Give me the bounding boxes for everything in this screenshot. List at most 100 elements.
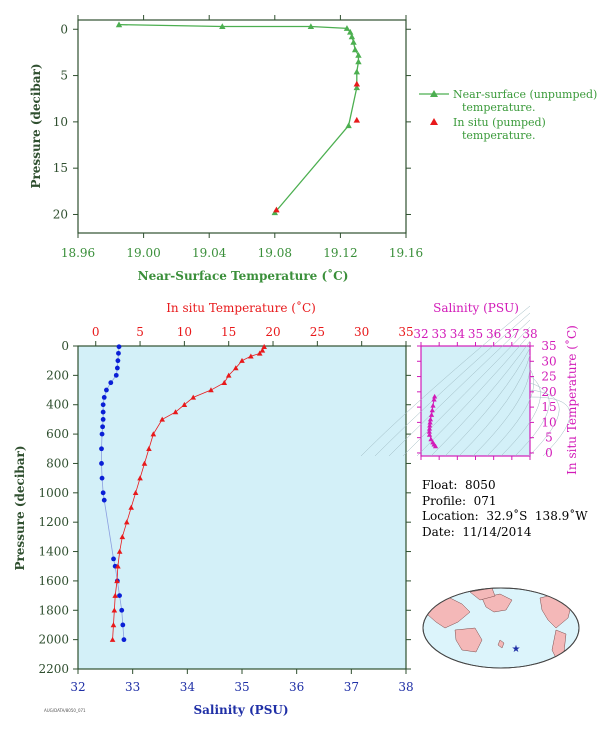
legend-in-situ-label: In situ (pumped) — [453, 116, 546, 129]
legend-marker-in-situ — [430, 118, 438, 125]
salinity-point-4 — [113, 372, 119, 378]
profile-y-axis-label: Pressure (decibar) — [13, 445, 27, 570]
top-x-tick-label-0: 18.96 — [61, 246, 95, 260]
pres-tick-label-10: 2000 — [38, 633, 69, 647]
legend-near-surface-label-2: temperature. — [462, 101, 536, 114]
ts-point-7 — [427, 422, 433, 428]
profile-bottom-axis-label: Salinity (PSU) — [193, 703, 288, 717]
top-plot-frame — [77, 19, 407, 234]
temperature-point-9 — [190, 394, 197, 400]
density-contour-0 — [360, 305, 531, 457]
salinity-point-16 — [100, 490, 106, 496]
top-y-axis-label: Pressure (decibar) — [29, 63, 43, 188]
ts-x-tick-label-3: 35 — [468, 327, 483, 341]
pres-tick-label-8: 1600 — [38, 574, 69, 588]
density-contour-9 — [486, 368, 534, 457]
ts-y-tick-label-3: 15 — [541, 400, 556, 414]
temperature-point-3 — [248, 353, 254, 359]
salinity-point-13 — [99, 446, 104, 452]
profile-plot-frame — [77, 345, 407, 670]
float-info: Float: 8050 Profile: 071 Location: 32.9˚… — [422, 478, 588, 540]
legend-in-situ-label-2: temperature. — [462, 129, 536, 142]
pres-tick-label-11: 2200 — [38, 662, 69, 676]
salinity-point-12 — [99, 431, 105, 437]
temperature-point-14 — [146, 445, 152, 452]
location-map: ★ — [422, 587, 580, 669]
legend-marker-near-surface — [430, 90, 438, 97]
ts-point-4 — [428, 412, 435, 417]
salinity-point-14 — [99, 461, 104, 466]
pres-tick-label-7: 1400 — [38, 545, 69, 559]
density-contour-2 — [388, 319, 531, 457]
ts-x-tick-label-5: 37 — [504, 327, 519, 341]
top-x-tick-label-5: 19.16 — [389, 246, 423, 260]
ts-y-tick-label-1: 5 — [545, 431, 553, 445]
temperature-point-10 — [181, 401, 188, 407]
ts-point-5 — [427, 416, 434, 422]
density-contour-7 — [458, 354, 531, 457]
ts-top-axis-label: Salinity (PSU) — [433, 301, 519, 315]
float-location-marker: ★ — [512, 644, 521, 655]
salinity-point-6 — [104, 387, 109, 393]
sal-tick-label-4: 36 — [289, 680, 304, 694]
salinity-point-3 — [114, 365, 120, 371]
map-border — [422, 587, 580, 669]
ts-point-11 — [428, 436, 434, 442]
in-situ-point-2 — [273, 206, 280, 213]
temperature-point-17 — [132, 490, 139, 496]
sal-tick-label-3: 35 — [234, 680, 249, 694]
in-situ-point-0 — [353, 80, 360, 87]
temperature-point-11 — [172, 409, 179, 415]
top-y-tick-label-2: 10 — [53, 115, 68, 129]
sal-tick-label-2: 34 — [180, 680, 196, 694]
temp-tick-label-0: 0 — [92, 325, 100, 339]
density-contour-6 — [444, 347, 531, 457]
near-surface-point-11 — [353, 84, 360, 91]
density-contour-13 — [529, 396, 571, 457]
temperature-point-15 — [141, 460, 148, 466]
temperature-point-23 — [114, 578, 120, 584]
pres-tick-label-3: 600 — [46, 427, 69, 441]
near-surface-point-1 — [219, 23, 226, 30]
ts-point-6 — [427, 419, 433, 425]
near-surface-point-4 — [347, 28, 354, 35]
near-surface-point-7 — [351, 46, 359, 53]
ts-point-2 — [430, 402, 436, 408]
ts-plot-frame — [420, 345, 531, 457]
temp-tick-label-6: 30 — [354, 325, 369, 339]
density-contour-4 — [416, 333, 531, 457]
temperature-point-25 — [111, 607, 118, 613]
sal-tick-label-6: 38 — [398, 680, 413, 694]
temperature-point-6 — [225, 372, 232, 378]
profile-number: Profile: 071 — [422, 493, 497, 508]
salinity-point-8 — [100, 402, 106, 408]
top-legend: Near-surface (unpumped) temperature. In … — [419, 88, 597, 142]
ts-point-8 — [426, 425, 433, 431]
density-contour-5 — [430, 340, 531, 457]
density-contour-1 — [374, 312, 531, 457]
ts-point-10 — [426, 432, 433, 437]
top-x-axis-label: Near-Surface Temperature (˚C) — [138, 268, 349, 283]
density-contour-11 — [514, 382, 550, 457]
pres-tick-label-4: 800 — [46, 456, 69, 470]
temperature-point-22 — [115, 563, 121, 569]
pres-tick-label-2: 400 — [46, 398, 69, 412]
salinity-point-18 — [111, 556, 116, 562]
ts-y-tick-label-2: 10 — [541, 415, 556, 429]
in-situ-point-1 — [353, 116, 360, 123]
ts-x-tick-label-6: 38 — [522, 327, 537, 341]
temperature-point-8 — [208, 387, 214, 393]
temp-tick-label-3: 15 — [221, 325, 236, 339]
temp-tick-label-4: 20 — [265, 325, 280, 339]
temperature-point-13 — [150, 431, 157, 437]
ts-x-tick-label-1: 33 — [432, 327, 447, 341]
ts-x-tick-label-4: 36 — [486, 327, 501, 341]
temperature-point-27 — [109, 636, 116, 642]
profile-top-axis-label: In situ Temperature (˚C) — [166, 300, 316, 315]
pres-tick-label-0: 0 — [61, 339, 69, 353]
temperature-point-20 — [119, 534, 126, 540]
temp-tick-label-2: 10 — [177, 325, 192, 339]
near-surface-point-0 — [115, 21, 123, 28]
near-surface-point-2 — [307, 23, 315, 30]
